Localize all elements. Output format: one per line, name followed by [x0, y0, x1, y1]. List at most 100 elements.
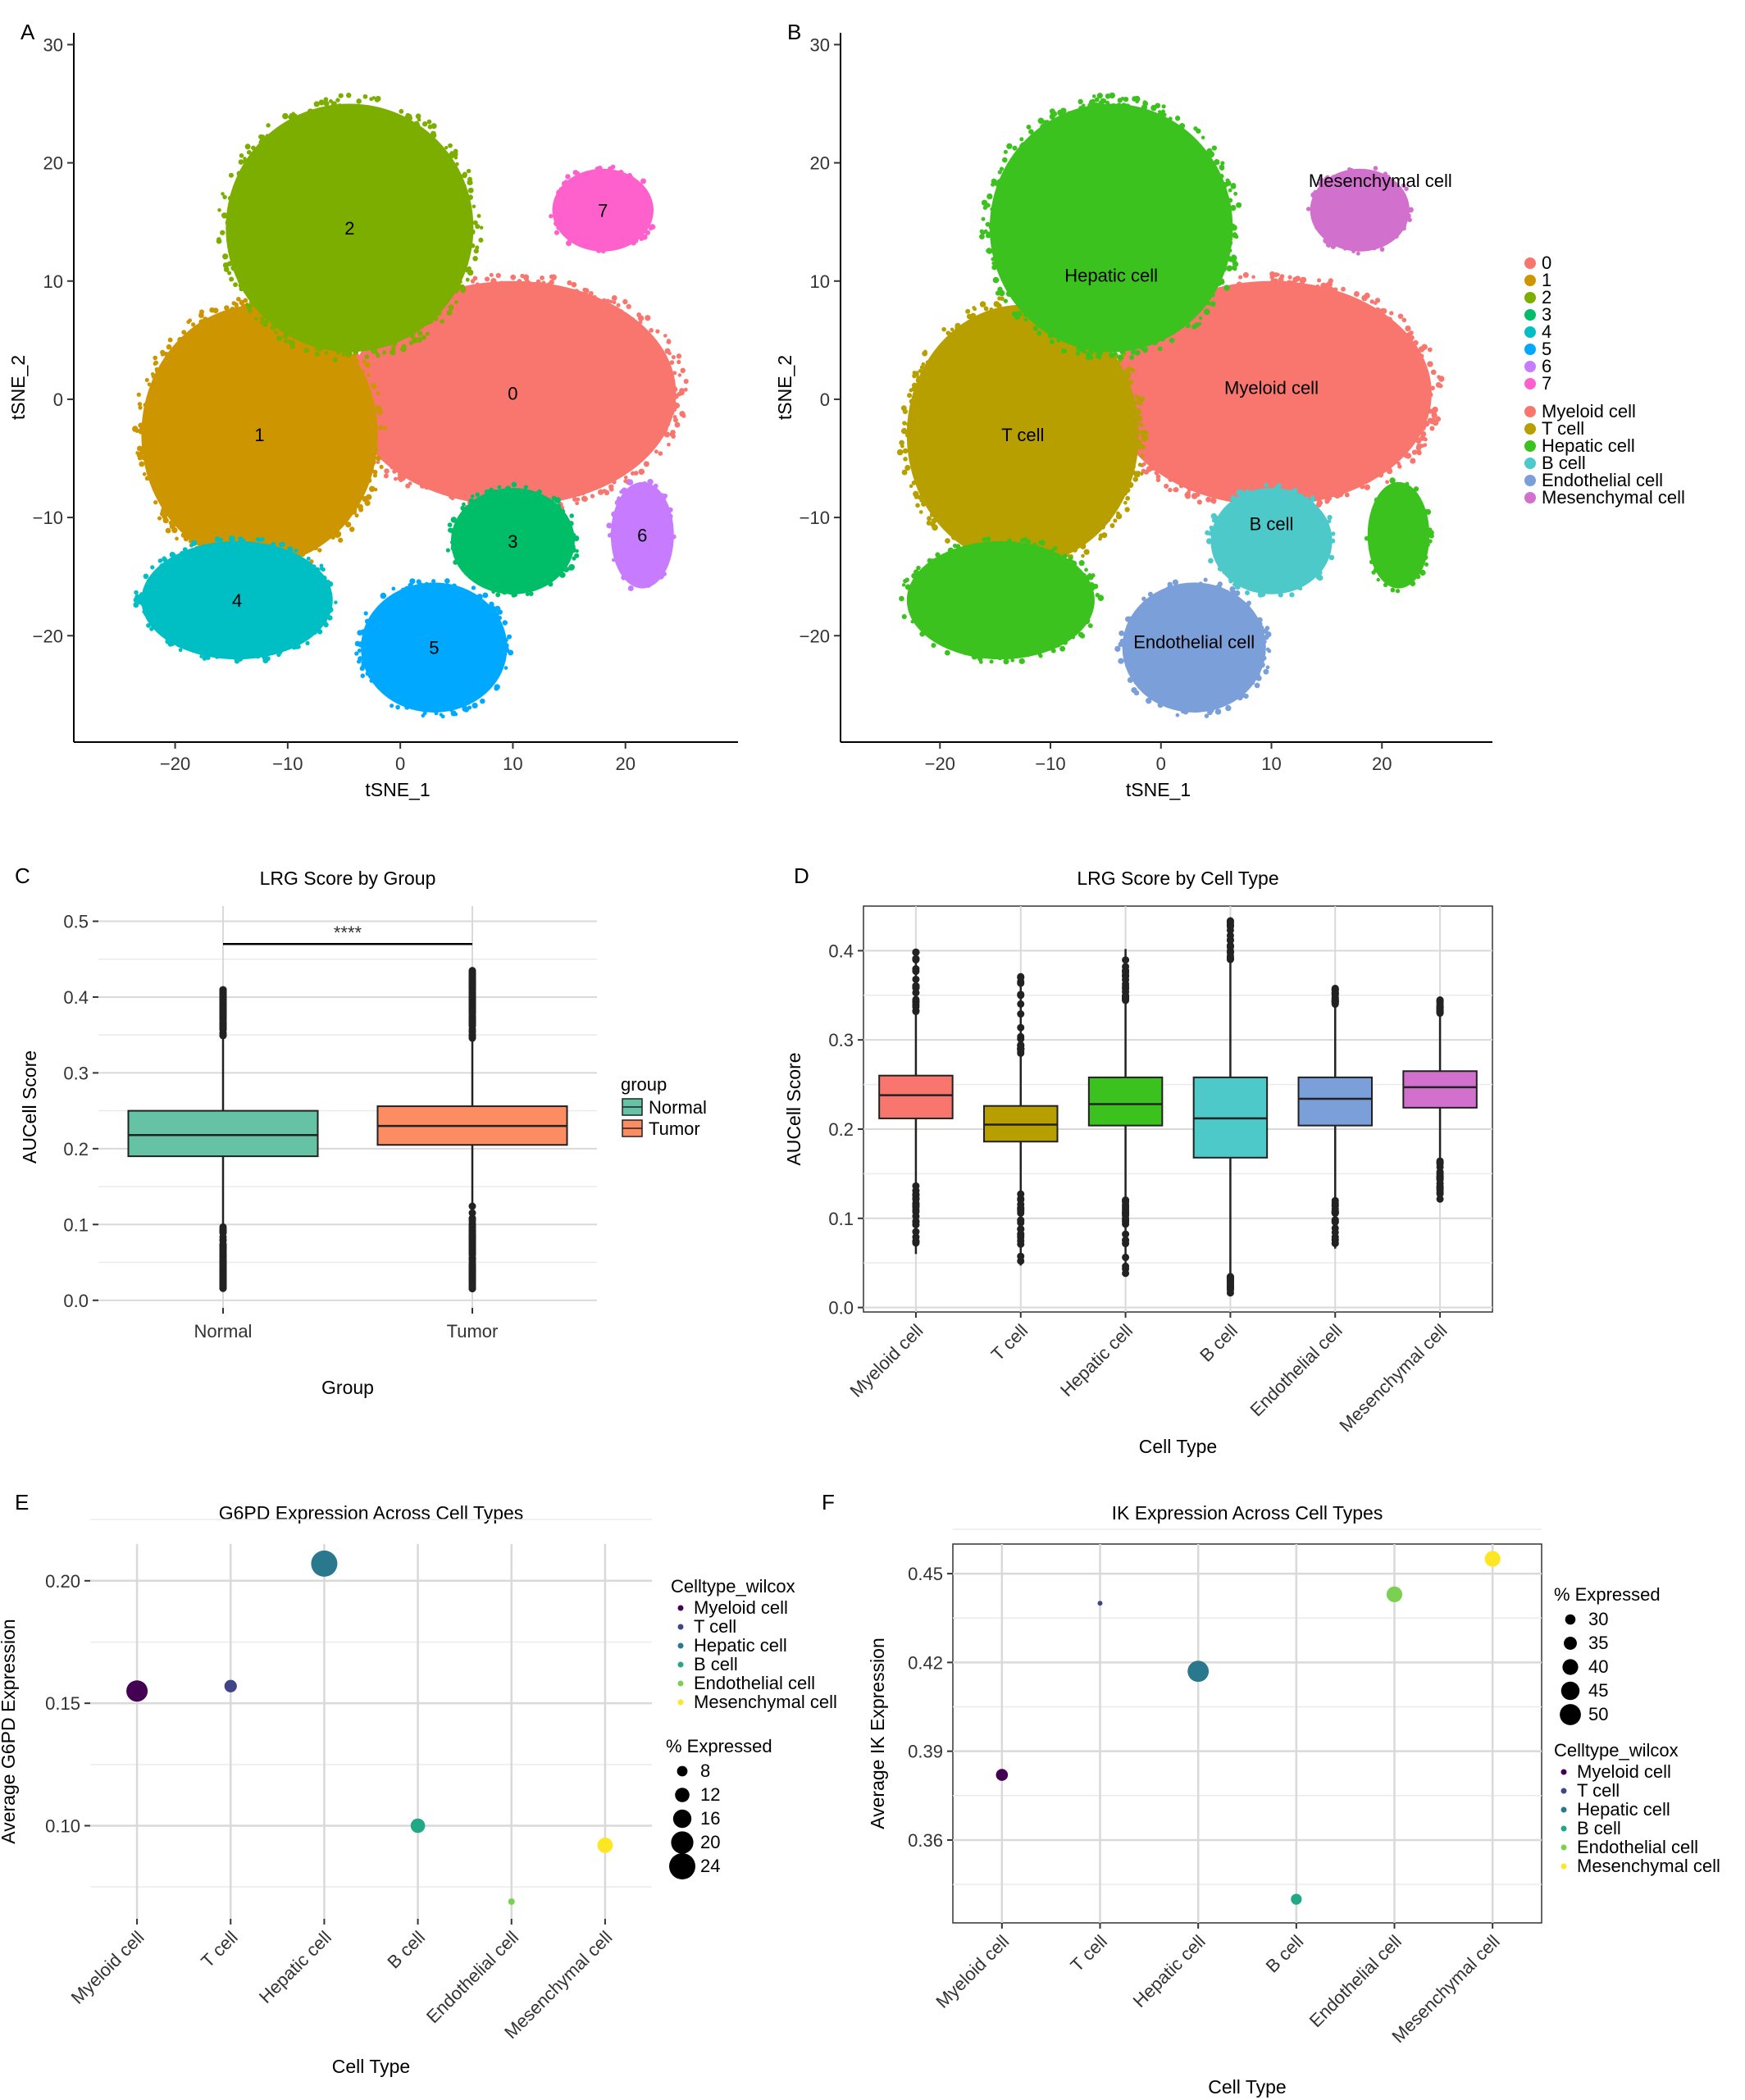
- legend-label: 20: [700, 1832, 720, 1852]
- cell-point: [260, 316, 265, 321]
- cell-point: [1413, 339, 1419, 346]
- outlier-point: [468, 969, 476, 977]
- cell-point: [245, 303, 249, 307]
- cell-point: [663, 373, 669, 380]
- outlier-point: [1331, 996, 1339, 1004]
- cell-point: [271, 541, 276, 547]
- cell-point: [262, 654, 267, 660]
- outlier-point: [1122, 956, 1130, 964]
- cell-point: [1405, 325, 1411, 332]
- cell-point: [467, 187, 474, 194]
- cell-point: [1321, 517, 1328, 524]
- panel-c-boxplot-group: C LRG Score by Group 0.0 0.1 0.2 0.3 0.4 0.5 Nor…: [15, 863, 707, 1398]
- cell-point: [1228, 577, 1232, 581]
- legend-key: [1524, 458, 1536, 469]
- cell-point: [1185, 493, 1191, 499]
- cell-point: [332, 357, 338, 362]
- cell-point: [1155, 698, 1160, 703]
- cell-point: [1174, 116, 1181, 121]
- outlier-point: [912, 995, 920, 1004]
- outlier-point: [1122, 1201, 1130, 1209]
- cell-point: [454, 300, 458, 304]
- cell-point: [394, 697, 399, 702]
- x-tick-label: Hepatic cell: [255, 1927, 335, 2007]
- cell-point: [1109, 352, 1115, 358]
- cell-point: [1003, 658, 1009, 665]
- cell-point: [1310, 502, 1314, 507]
- cell-point: [270, 325, 276, 330]
- cell-point: [381, 339, 388, 345]
- cell-point: [1429, 426, 1435, 431]
- cell-point: [1087, 572, 1092, 577]
- outlier-point: [1226, 947, 1234, 955]
- cell-point: [421, 479, 426, 484]
- cell-point: [641, 481, 648, 487]
- x-tick-label: −20: [160, 754, 190, 774]
- cell-point: [1140, 345, 1145, 351]
- cell-point: [1140, 471, 1144, 476]
- cell-point: [150, 622, 157, 628]
- x-tick-label: Endothelial cell: [422, 1927, 522, 2027]
- cell-point: [305, 640, 310, 646]
- cell-point: [1374, 307, 1382, 315]
- cell-point: [148, 392, 155, 399]
- cell-point: [440, 319, 444, 324]
- outlier-point: [468, 1284, 476, 1292]
- cell-point: [189, 330, 194, 336]
- cell-point: [925, 360, 931, 365]
- cell-point: [162, 511, 169, 517]
- cell-point: [1115, 512, 1123, 520]
- cell-point: [1074, 111, 1079, 116]
- cell-point: [989, 307, 994, 312]
- cell-point: [1049, 108, 1055, 115]
- cell-point: [137, 402, 143, 407]
- cell-point: [476, 213, 481, 218]
- cell-point: [1083, 549, 1090, 555]
- cell-point: [983, 306, 989, 312]
- cell-point: [136, 392, 141, 397]
- cell-point: [935, 350, 940, 355]
- cell-point: [1222, 268, 1226, 272]
- outlier-point: [219, 1277, 227, 1285]
- cell-point: [1245, 590, 1251, 595]
- cell-point: [316, 624, 321, 631]
- cell-point: [1180, 708, 1186, 714]
- cell-point: [1423, 443, 1428, 448]
- cell-point: [1174, 127, 1180, 134]
- cell-point: [405, 483, 411, 489]
- cell-point: [929, 512, 935, 517]
- cell-point: [473, 248, 479, 254]
- outlier-point: [219, 1245, 227, 1253]
- cell-point: [1086, 613, 1091, 617]
- cell-point: [1178, 483, 1184, 489]
- cell-point: [1210, 301, 1216, 307]
- cell-point: [329, 98, 333, 103]
- cell-point: [991, 261, 996, 266]
- legend-label: Endothelial cell: [1542, 470, 1663, 490]
- cell-point: [1437, 375, 1441, 380]
- cell-point: [910, 619, 915, 624]
- cell-point: [135, 451, 139, 455]
- cell-point: [489, 272, 494, 277]
- cell-point: [1054, 118, 1060, 125]
- cell-point: [225, 219, 232, 226]
- cell-point: [1078, 98, 1083, 105]
- cell-point: [1172, 579, 1179, 585]
- cell-point: [612, 307, 617, 313]
- cell-point: [211, 318, 216, 322]
- cell-point: [1221, 198, 1227, 203]
- cell-point: [1132, 476, 1138, 482]
- y-tick-label: 0.4: [828, 941, 854, 961]
- cell-point: [1331, 531, 1336, 536]
- cell-point: [909, 431, 914, 436]
- cell-point: [291, 112, 295, 116]
- cell-point: [451, 583, 457, 589]
- y-tick-label: 0.1: [828, 1209, 854, 1229]
- cell-point: [540, 276, 544, 280]
- cell-point: [217, 207, 221, 212]
- cell-point: [462, 705, 468, 713]
- cell-point: [1205, 496, 1212, 503]
- cell-point: [1154, 470, 1160, 476]
- cell-point: [407, 470, 413, 476]
- cell-point: [568, 564, 575, 571]
